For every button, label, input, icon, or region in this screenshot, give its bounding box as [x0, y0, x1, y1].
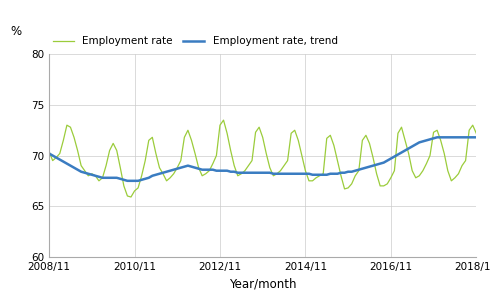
Employment rate: [220, 118, 226, 122]
Employment rate, trend: [256, 171, 262, 175]
Legend: Employment rate, Employment rate, trend: Employment rate, Employment rate, trend: [49, 32, 342, 50]
Employment rate, trend: [125, 179, 131, 183]
Employment rate, trend: [181, 165, 187, 169]
Employment rate: [181, 136, 187, 139]
Line: Employment rate, trend: Employment rate, trend: [49, 136, 491, 181]
Employment rate: [64, 124, 70, 127]
Employment rate: [256, 125, 262, 129]
Employment rate, trend: [64, 162, 70, 165]
Employment rate: [274, 172, 280, 175]
Line: Employment rate: Employment rate: [49, 97, 491, 197]
Text: %: %: [11, 25, 22, 38]
Employment rate: [46, 150, 52, 153]
Employment rate: [128, 195, 134, 199]
Employment rate, trend: [46, 152, 52, 155]
Employment rate, trend: [89, 173, 95, 177]
X-axis label: Year/month: Year/month: [229, 277, 297, 290]
Employment rate, trend: [220, 169, 226, 172]
Employment rate: [89, 172, 95, 175]
Employment rate, trend: [274, 172, 280, 175]
